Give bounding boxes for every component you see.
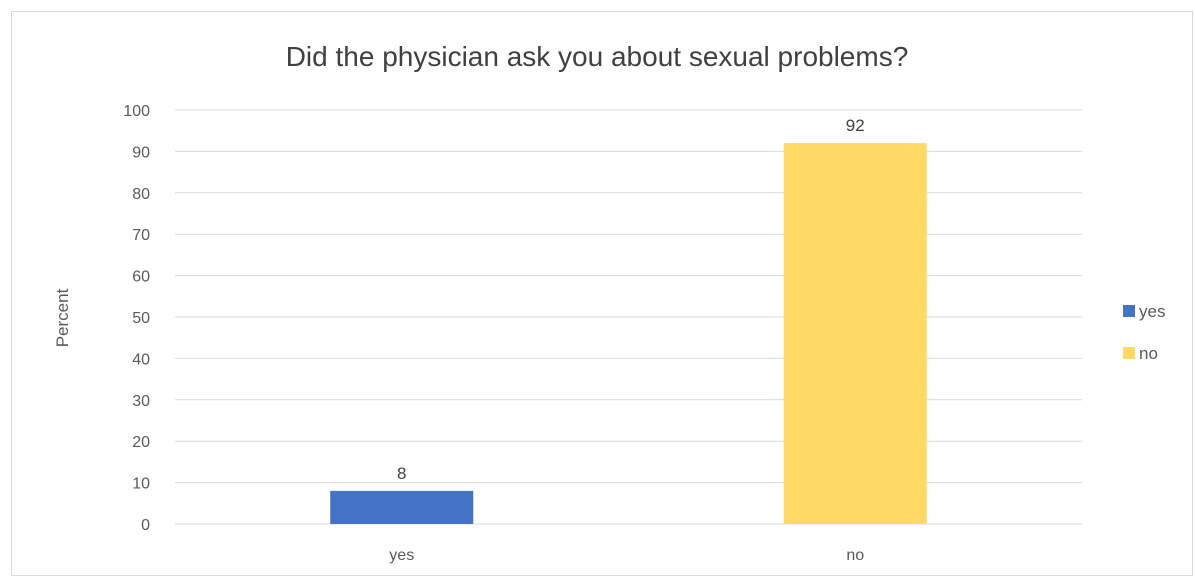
legend-swatch-no bbox=[1123, 347, 1135, 359]
y-tick-label: 10 bbox=[132, 476, 150, 493]
legend-label-no: no bbox=[1139, 344, 1158, 363]
y-tick-label: 70 bbox=[132, 227, 150, 244]
data-labels: 8 92 bbox=[397, 116, 865, 483]
chart-frame bbox=[11, 11, 1193, 576]
y-axis-label: Percent bbox=[53, 288, 72, 347]
y-tick-label: 60 bbox=[132, 269, 150, 286]
legend-label-yes: yes bbox=[1139, 302, 1165, 321]
bar-yes bbox=[330, 490, 474, 524]
y-tick-label: 90 bbox=[132, 144, 150, 161]
data-label-no: 92 bbox=[846, 116, 865, 135]
gridlines bbox=[175, 109, 1082, 525]
bars bbox=[330, 143, 927, 524]
y-tick-label: 80 bbox=[132, 186, 150, 203]
y-tick-label: 40 bbox=[132, 351, 150, 368]
y-tick-label: 20 bbox=[132, 434, 150, 451]
data-label-yes: 8 bbox=[397, 464, 406, 483]
y-tick-label: 0 bbox=[141, 517, 150, 534]
y-tick-label: 30 bbox=[132, 393, 150, 410]
legend: yes no bbox=[1123, 302, 1165, 363]
y-axis-ticks: 0 10 20 30 40 50 60 70 80 90 100 bbox=[123, 103, 150, 534]
y-tick-label: 100 bbox=[123, 103, 150, 120]
legend-swatch-yes bbox=[1123, 305, 1135, 317]
y-tick-label: 50 bbox=[132, 310, 150, 327]
x-tick-label-yes: yes bbox=[389, 547, 414, 564]
x-axis-ticks: yes no bbox=[389, 547, 864, 564]
chart-title: Did the physician ask you about sexual p… bbox=[286, 41, 909, 72]
x-tick-label-no: no bbox=[846, 547, 864, 564]
bar-no bbox=[783, 143, 927, 524]
